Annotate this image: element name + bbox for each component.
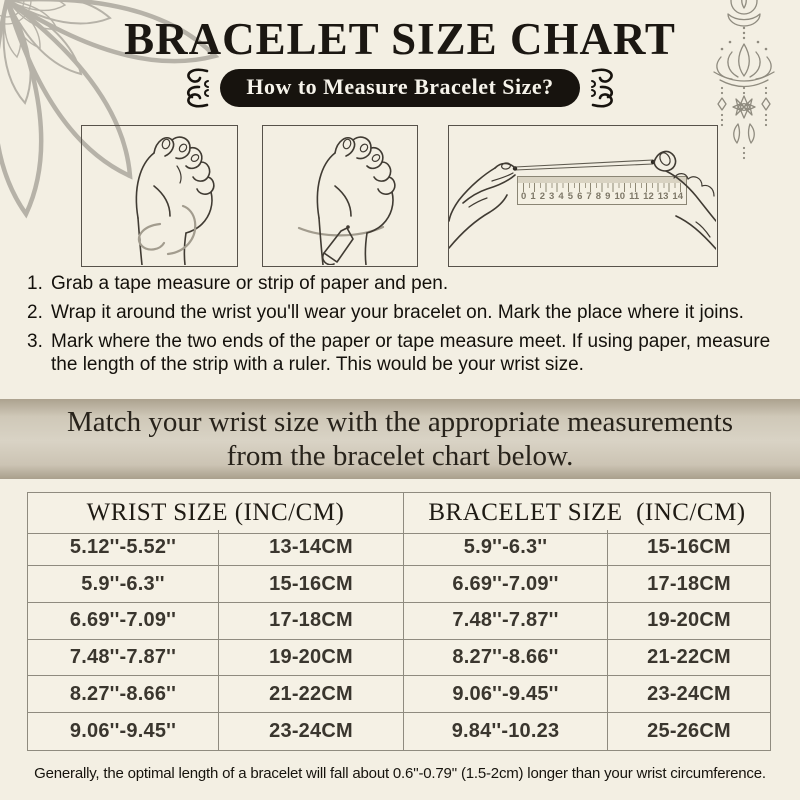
table-cell: 25-26CM bbox=[647, 719, 731, 742]
instruction-number: 2. bbox=[27, 302, 43, 323]
ruler-illustration: 0 1 2 3 4 5 6 7 8 9 10 11 12 13 14 bbox=[517, 176, 687, 205]
table-cell: 7.48''-7.87'' bbox=[28, 639, 219, 677]
table-cell: 23-24CM bbox=[608, 676, 770, 714]
table-cell: 19-20CM bbox=[219, 639, 404, 677]
table-cell: 8.27''-8.66'' bbox=[404, 639, 608, 677]
page-title: BRACELET SIZE CHART bbox=[124, 14, 676, 64]
figure-measure-ruler: 0 1 2 3 4 5 6 7 8 9 10 11 12 13 14 bbox=[448, 125, 718, 267]
table-cell: 15-16CM bbox=[219, 566, 404, 604]
figure-wrap-tape bbox=[81, 125, 238, 267]
footnote: Generally, the optimal length of a brace… bbox=[34, 765, 766, 782]
curly-flourish-icon bbox=[590, 68, 613, 108]
curly-flourish-icon bbox=[187, 68, 210, 108]
wrist-size-header: WRIST SIZE (INC/CM) bbox=[28, 493, 404, 534]
table-cell: 21-22CM bbox=[219, 676, 404, 714]
match-size-banner: Match your wrist size with the appropria… bbox=[0, 399, 800, 479]
table-cell: 8.27''-8.66'' bbox=[28, 676, 219, 714]
instruction-text: Mark where the two ends of the paper or … bbox=[51, 331, 771, 375]
table-cell: 7.48''-7.87'' bbox=[404, 603, 608, 640]
table-cell: 5.12''-5.52'' bbox=[28, 529, 219, 567]
table-cell: 6.69''-7.09'' bbox=[28, 603, 219, 640]
table-cell: 17-18CM bbox=[219, 603, 404, 640]
instruction-item: 3. Mark where the two ends of the paper … bbox=[27, 330, 775, 376]
instruction-item: 2. Wrap it around the wrist you'll wear … bbox=[27, 301, 775, 324]
instruction-number: 1. bbox=[27, 273, 43, 294]
banner-line-1: Match your wrist size with the appropria… bbox=[67, 406, 733, 438]
how-to-measure-pill: How to Measure Bracelet Size? bbox=[220, 69, 580, 107]
banner-line-2: from the bracelet chart below. bbox=[226, 440, 574, 472]
table-cell: 9.84''-10.23 bbox=[404, 713, 608, 750]
table-cell: 5.9''-6.3'' bbox=[28, 566, 219, 604]
instruction-text: Wrap it around the wrist you'll wear you… bbox=[51, 302, 744, 323]
mandala-flower-icon bbox=[0, 0, 220, 219]
figure-mark-wrist bbox=[262, 125, 418, 267]
table-cell: 23-24CM bbox=[219, 713, 404, 750]
lotus-ornament-icon bbox=[713, 0, 775, 160]
table-cell: 6.69''-7.09'' bbox=[404, 566, 608, 604]
instructions-list: 1. Grab a tape measure or strip of paper… bbox=[27, 272, 775, 382]
ruler-numbers: 0 1 2 3 4 5 6 7 8 9 10 11 12 13 14 bbox=[521, 191, 683, 202]
bracelet-size-header: BRACELET SIZE (INC/CM) bbox=[404, 493, 770, 534]
table-cell: 5.9''-6.3'' bbox=[404, 529, 608, 567]
table-cell: 9.06''-9.45'' bbox=[404, 676, 608, 714]
table-cell: 17-18CM bbox=[608, 566, 770, 604]
table-cell: 13-14CM bbox=[219, 529, 404, 567]
table-cell: 9.06''-9.45'' bbox=[28, 713, 219, 750]
instruction-item: 1. Grab a tape measure or strip of paper… bbox=[27, 272, 775, 295]
how-to-measure-header: How to Measure Bracelet Size? bbox=[0, 66, 800, 110]
table-cell: 21-22CM bbox=[608, 640, 770, 677]
instruction-text: Grab a tape measure or strip of paper an… bbox=[51, 273, 449, 294]
instruction-number: 3. bbox=[27, 331, 43, 352]
table-cell: 19-20CM bbox=[608, 603, 770, 640]
size-table: WRIST SIZE (INC/CM) BRACELET SIZE (INC/C… bbox=[27, 492, 771, 751]
table-cell: 15-16CM bbox=[608, 530, 770, 567]
